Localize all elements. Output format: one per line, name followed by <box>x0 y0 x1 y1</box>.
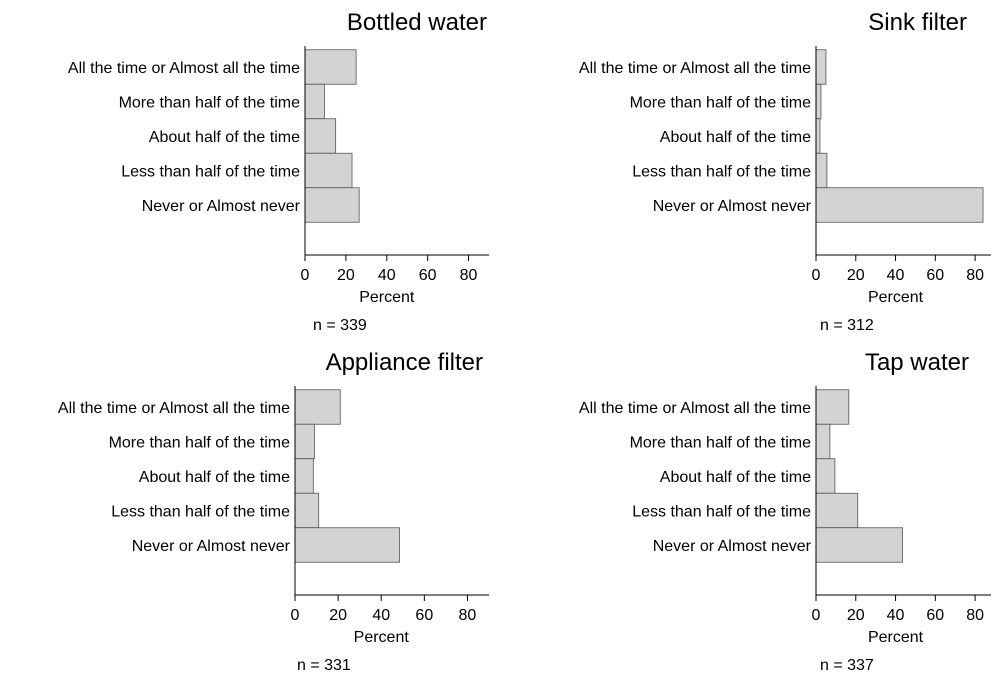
x-tick-label: 60 <box>415 607 433 624</box>
bar <box>294 389 341 425</box>
x-tick-label: 80 <box>966 267 984 284</box>
bar <box>815 83 822 120</box>
category-label: About half of the time <box>139 469 290 486</box>
category-label: About half of the time <box>660 469 811 486</box>
x-tick-label: 0 <box>812 267 821 284</box>
x-tick-label: 40 <box>887 267 905 284</box>
x-tick-label: 60 <box>926 267 944 284</box>
bar <box>815 492 859 529</box>
category-label: Less than half of the time <box>632 504 811 521</box>
x-tick-label: 0 <box>301 267 310 284</box>
bar <box>815 49 827 85</box>
x-axis-title: Percent <box>868 629 924 646</box>
bar <box>294 458 314 494</box>
category-label: About half of the time <box>149 129 300 146</box>
x-tick-label: 60 <box>926 607 944 624</box>
x-tick-label: 40 <box>378 267 396 284</box>
x-tick-label: 0 <box>291 607 300 624</box>
bar <box>304 83 325 120</box>
x-tick-label: 20 <box>847 607 865 624</box>
category-label: More than half of the time <box>119 95 301 112</box>
category-label: Never or Almost never <box>132 538 291 555</box>
bar <box>815 527 903 563</box>
x-tick-label: 40 <box>372 607 390 624</box>
bar <box>815 423 831 460</box>
chart-title: Tap water <box>865 349 969 376</box>
category-label: About half of the time <box>660 129 811 146</box>
category-label: More than half of the time <box>630 95 812 112</box>
category-label: Less than half of the time <box>111 504 290 521</box>
sample-size-note: n = 312 <box>820 317 874 334</box>
category-label: Less than half of the time <box>121 164 300 181</box>
category-label: All the time or Almost all the time <box>68 60 300 77</box>
sample-size-note: n = 331 <box>297 657 351 674</box>
category-label: All the time or Almost all the time <box>579 60 811 77</box>
x-axis-title: Percent <box>868 289 924 306</box>
chart-title: Appliance filter <box>326 349 483 376</box>
category-label: More than half of the time <box>630 435 812 452</box>
x-tick-label: 20 <box>337 267 355 284</box>
category-label: More than half of the time <box>109 435 291 452</box>
x-axis-title: Percent <box>354 629 410 646</box>
x-tick-label: 80 <box>459 607 477 624</box>
x-tick-label: 80 <box>460 267 478 284</box>
bar <box>294 492 320 529</box>
bar <box>294 527 400 563</box>
category-label: All the time or Almost all the time <box>58 400 290 417</box>
bar <box>304 49 357 85</box>
category-label: Never or Almost never <box>653 538 812 555</box>
category-label: Never or Almost never <box>142 198 301 215</box>
category-label: All the time or Almost all the time <box>579 400 811 417</box>
bar <box>304 152 353 189</box>
bar <box>815 458 836 494</box>
x-tick-label: 40 <box>887 607 905 624</box>
chart-panel: Appliance filter All the time or Almost a… <box>58 349 489 674</box>
bar <box>815 389 850 425</box>
x-tick-label: 20 <box>847 267 865 284</box>
category-label: Less than half of the time <box>632 164 811 181</box>
chart-panel: Tap water All the time or Almost all the … <box>579 349 991 674</box>
bar <box>815 187 984 223</box>
chart-title: Bottled water <box>347 9 487 36</box>
chart-panel: Bottled water All the time or Almost all … <box>68 9 489 334</box>
bar <box>815 118 821 154</box>
sample-size-note: n = 339 <box>313 317 367 334</box>
chart-title: Sink filter <box>868 9 967 36</box>
x-tick-label: 80 <box>966 607 984 624</box>
category-label: Never or Almost never <box>653 198 812 215</box>
chart-panel: Sink filter All the time or Almost all th… <box>579 9 991 334</box>
sample-size-note: n = 337 <box>820 657 874 674</box>
x-tick-label: 60 <box>419 267 437 284</box>
bar <box>304 118 337 154</box>
bar <box>304 187 360 223</box>
x-tick-label: 0 <box>812 607 821 624</box>
x-axis-title: Percent <box>359 289 415 306</box>
bar <box>815 152 828 189</box>
bar <box>294 423 315 460</box>
x-tick-label: 20 <box>329 607 347 624</box>
